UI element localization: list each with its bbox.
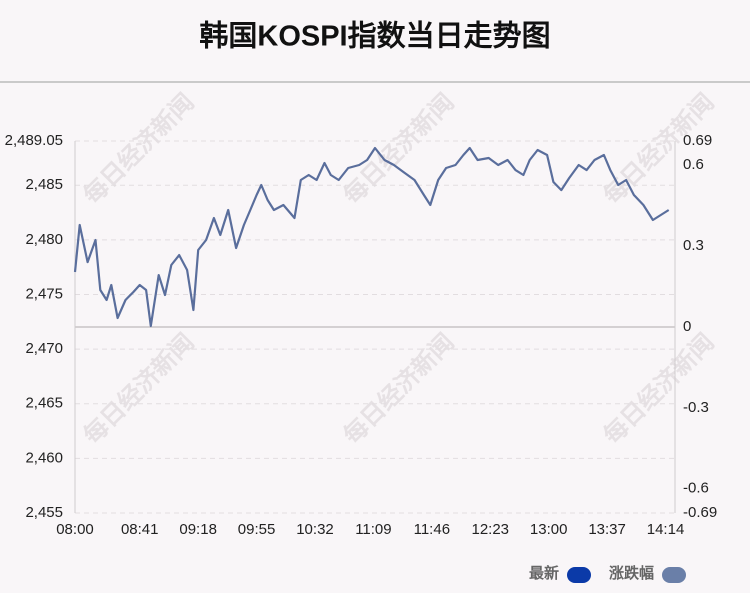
legend-label: 最新 (529, 564, 559, 582)
chart-title: 韩国KOSPI指数当日走势图 (199, 20, 550, 53)
y-tick-label: 2,480 (25, 231, 63, 248)
y2-tick-label: -0.69 (683, 504, 717, 521)
legend-swatch (567, 567, 591, 583)
y2-tick-label: 0.69 (683, 132, 712, 149)
y-tick-label: 2,455 (25, 504, 63, 521)
x-tick-label: 14:14 (647, 521, 685, 538)
x-tick-label: 10:32 (296, 521, 334, 538)
x-tick-label: 13:00 (530, 521, 568, 538)
x-tick-label: 13:37 (588, 521, 626, 538)
x-tick-label: 11:09 (355, 521, 391, 538)
legend-swatch (662, 567, 686, 583)
price-line (73, 146, 670, 328)
x-tick-label: 09:55 (238, 521, 276, 538)
y-tick-label: 2,475 (25, 285, 63, 302)
x-tick-label: 08:41 (121, 521, 159, 538)
x-tick-label: 09:18 (179, 521, 217, 538)
y2-tick-label: 0 (683, 318, 691, 335)
y2-tick-label: -0.3 (683, 399, 709, 416)
y2-tick-label: -0.6 (683, 480, 709, 497)
x-tick-label: 12:23 (471, 521, 509, 538)
x-tick-label: 08:00 (56, 521, 94, 538)
legend-label: 涨跌幅 (609, 564, 654, 582)
y-tick-label: 2,460 (25, 449, 63, 466)
y-tick-label: 2,489.05 (5, 132, 63, 149)
y2-tick-label: 0.3 (683, 237, 704, 254)
y-tick-label: 2,465 (25, 395, 63, 412)
y-tick-label: 2,470 (25, 340, 63, 357)
x-tick-label: 11:46 (414, 521, 450, 538)
y-tick-label: 2,485 (25, 176, 63, 193)
y2-tick-label: 0.6 (683, 156, 704, 173)
